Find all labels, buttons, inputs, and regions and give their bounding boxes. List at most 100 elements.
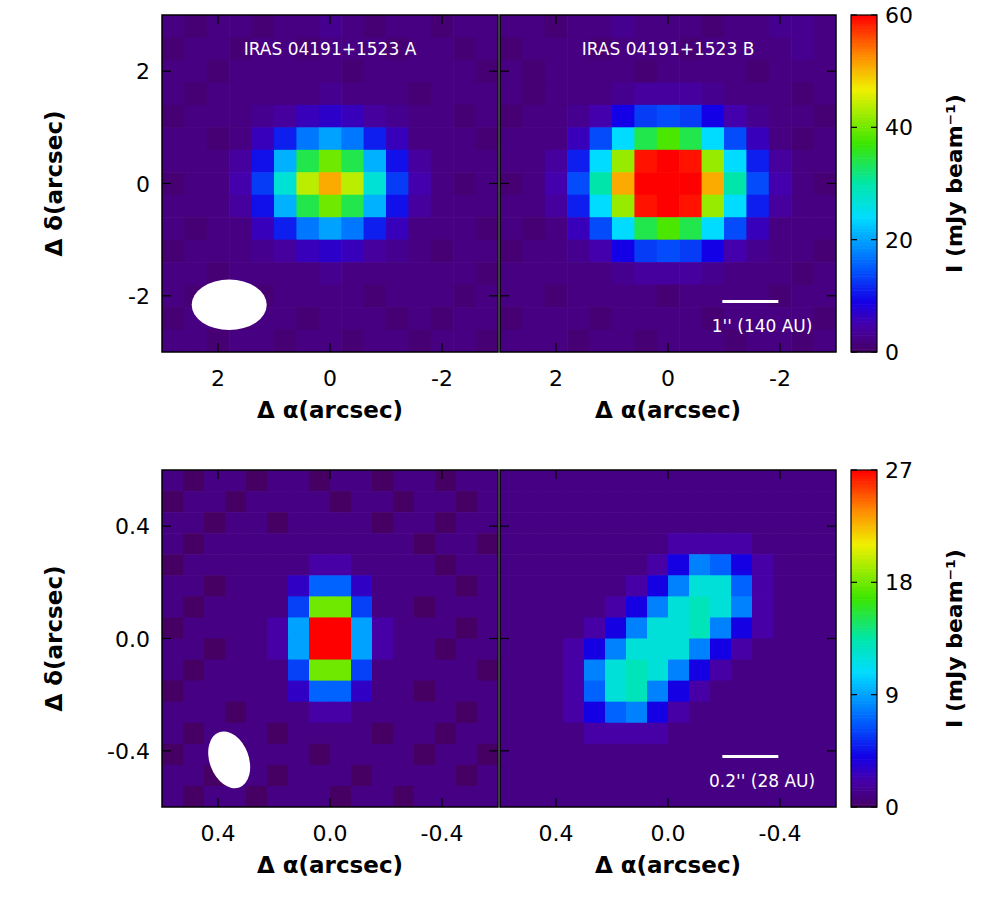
cell (702, 285, 725, 308)
cell (477, 723, 498, 745)
cell (435, 617, 457, 639)
cell (567, 240, 590, 263)
cell (414, 639, 436, 661)
colorbar-tick (851, 469, 857, 470)
y-tick-label: -0.4 (107, 739, 150, 764)
cell (456, 681, 478, 703)
cell (752, 533, 774, 555)
cell (522, 330, 545, 352)
cell (668, 470, 690, 492)
cell (668, 765, 690, 787)
cell (204, 491, 226, 513)
cell (204, 596, 226, 618)
cell (647, 786, 669, 807)
cell (626, 723, 648, 745)
cell (773, 660, 795, 682)
cell (476, 262, 498, 285)
cell (500, 127, 523, 150)
cell (288, 660, 310, 682)
colorbar-tick-label: 20 (885, 228, 913, 253)
cell (183, 575, 205, 597)
cell (456, 575, 478, 597)
cell (584, 554, 606, 576)
cell (710, 470, 732, 492)
cell (657, 15, 680, 38)
cell (521, 512, 543, 534)
x-tick-label: 0 (323, 366, 337, 391)
cell (542, 723, 564, 745)
cell (386, 60, 409, 83)
cell (225, 575, 247, 597)
panel-title: IRAS 04191+1523 B (582, 39, 755, 59)
cell (746, 195, 769, 218)
cell (225, 786, 247, 807)
cell (542, 786, 564, 807)
cell (408, 217, 431, 240)
cell (590, 262, 613, 285)
cell (207, 15, 230, 38)
cell (634, 60, 657, 83)
cell (252, 240, 275, 263)
cell (626, 575, 648, 597)
cell (731, 639, 753, 661)
cell (414, 660, 436, 682)
cell (679, 240, 702, 263)
cell (710, 681, 732, 703)
cell (456, 744, 478, 766)
cell (162, 217, 185, 240)
cell (393, 491, 415, 513)
cell (309, 660, 331, 682)
cell (393, 660, 415, 682)
colorbar-tick (851, 694, 857, 695)
cell (477, 681, 498, 703)
cell (500, 150, 523, 173)
cell (183, 491, 205, 513)
cell (364, 262, 387, 285)
cell (431, 217, 454, 240)
cell (225, 660, 247, 682)
x-tick (329, 470, 330, 479)
cell (414, 575, 436, 597)
cell (605, 744, 627, 766)
colorbar-frame (851, 470, 877, 807)
colorbar-tick-label: 0 (885, 795, 899, 820)
cell (183, 723, 205, 745)
cell (668, 512, 690, 534)
cell (229, 82, 252, 105)
cell (522, 127, 545, 150)
cell (605, 533, 627, 555)
cell (752, 617, 774, 639)
cell (184, 15, 207, 38)
cell (590, 217, 613, 240)
cell (746, 15, 769, 38)
cell (453, 285, 476, 308)
cell (252, 127, 275, 150)
cell (584, 512, 606, 534)
cell (521, 744, 543, 766)
cell (710, 617, 732, 639)
cell (794, 660, 816, 682)
x-tick (555, 343, 556, 352)
cell (372, 554, 394, 576)
cells (500, 15, 836, 352)
cell (351, 744, 373, 766)
cell (563, 512, 585, 534)
cell (731, 596, 753, 618)
cell (752, 681, 774, 703)
cell (612, 330, 635, 352)
cell (500, 681, 522, 703)
cell (724, 150, 747, 173)
cell (225, 702, 247, 724)
y-tick (827, 295, 836, 296)
cell (408, 240, 431, 263)
cell (542, 533, 564, 555)
cell (773, 702, 795, 724)
cell (274, 330, 297, 352)
cell (769, 105, 792, 128)
frame (500, 470, 836, 807)
cell (679, 330, 702, 352)
cell (364, 150, 387, 173)
cell (567, 195, 590, 218)
cell (341, 127, 364, 150)
cell (647, 554, 669, 576)
